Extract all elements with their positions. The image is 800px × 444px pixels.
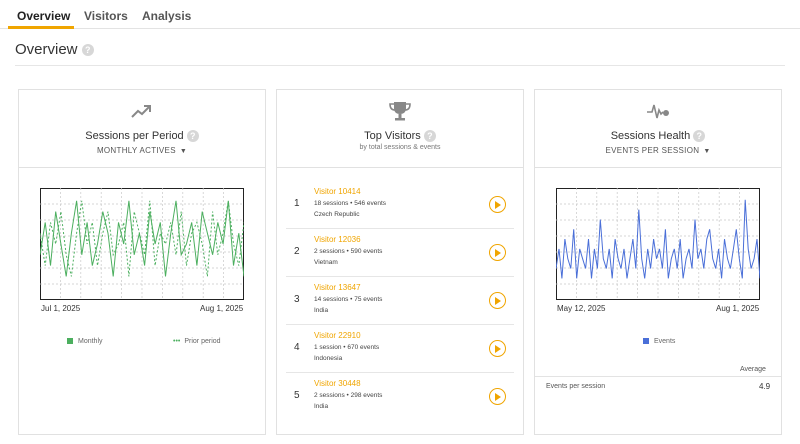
dotted-line-icon: ••• bbox=[173, 338, 181, 345]
legend-label: Events bbox=[654, 338, 676, 345]
help-icon[interactable]: ? bbox=[693, 130, 706, 143]
sessions-card-header: Sessions per Period ? MONTHLY ACTIVES ▼ bbox=[19, 90, 265, 168]
x-axis-end-date: Aug 1, 2025 bbox=[716, 304, 760, 313]
sessions-health-title: Sessions Health ? bbox=[535, 130, 781, 143]
tab-bar: Overview Visitors Analysis bbox=[0, 0, 800, 29]
visitor-row: 1 Visitor 10414 18 sessions • 546 events… bbox=[286, 181, 514, 229]
legend-swatch bbox=[643, 338, 649, 345]
legend-label: Monthly bbox=[78, 338, 103, 345]
visitor-row: 2 Visitor 12036 2 sessions • 590 events … bbox=[286, 229, 514, 277]
trending-up-icon bbox=[131, 105, 151, 118]
active-tab-indicator bbox=[8, 26, 74, 29]
sessions-dropdown[interactable]: MONTHLY ACTIVES ▼ bbox=[19, 146, 265, 155]
help-icon[interactable]: ? bbox=[186, 130, 199, 143]
legend-swatch bbox=[67, 338, 73, 345]
visitor-country: India bbox=[314, 403, 329, 410]
visitor-stats: 1 session • 670 events bbox=[314, 344, 380, 351]
play-icon[interactable] bbox=[489, 196, 506, 213]
top-visitors-title: Top Visitors ? bbox=[277, 130, 523, 143]
legend-item-events: Events bbox=[643, 338, 675, 345]
metric-label: Events per session bbox=[546, 383, 606, 390]
legend-label: Prior period bbox=[184, 338, 221, 345]
sessions-chart bbox=[40, 188, 244, 300]
top-visitors-header: Top Visitors ? by total sessions & event… bbox=[277, 90, 523, 168]
x-axis-start-date: May 12, 2025 bbox=[557, 304, 606, 313]
caret-down-icon: ▼ bbox=[703, 148, 711, 155]
tab-overview[interactable]: Overview bbox=[17, 9, 71, 23]
visitor-name-link[interactable]: Visitor 22910 bbox=[314, 331, 361, 340]
divider bbox=[535, 376, 781, 377]
visitor-row: 4 Visitor 22910 1 session • 670 events I… bbox=[286, 325, 514, 373]
help-icon[interactable]: ? bbox=[423, 130, 436, 143]
visitor-rank: 4 bbox=[294, 342, 300, 353]
sessions-health-title-text: Sessions Health bbox=[610, 130, 691, 142]
metric-value: 4.9 bbox=[759, 382, 771, 391]
visitor-country: Czech Republic bbox=[314, 211, 360, 218]
legend-item-monthly: Monthly bbox=[67, 338, 103, 345]
visitor-country: India bbox=[314, 307, 329, 314]
visitor-country: Indonesia bbox=[314, 355, 343, 362]
visitor-rank: 1 bbox=[294, 198, 300, 209]
top-visitors-subtitle: by total sessions & events bbox=[359, 144, 441, 151]
tab-visitors[interactable]: Visitors bbox=[84, 9, 128, 23]
visitor-stats: 2 sessions • 298 events bbox=[314, 392, 383, 399]
tab-analysis[interactable]: Analysis bbox=[142, 9, 192, 23]
help-icon[interactable]: ? bbox=[81, 44, 94, 57]
series-line-events bbox=[556, 199, 760, 279]
x-axis-start-date: Jul 1, 2025 bbox=[41, 304, 81, 313]
visitor-name-link[interactable]: Visitor 13647 bbox=[314, 283, 361, 292]
sessions-health-header: Sessions Health ? EVENTS PER SESSION ▼ bbox=[535, 90, 781, 168]
health-dropdown[interactable]: EVENTS PER SESSION ▼ bbox=[535, 146, 781, 155]
visitor-rank: 2 bbox=[294, 246, 300, 257]
visitor-name-link[interactable]: Visitor 10414 bbox=[314, 187, 361, 196]
series-line-prior-period bbox=[40, 200, 244, 277]
sessions-health-chart bbox=[556, 188, 760, 300]
play-icon[interactable] bbox=[489, 244, 506, 261]
average-column-header: Average bbox=[740, 366, 766, 373]
top-visitors-card: Top Visitors ? by total sessions & event… bbox=[276, 89, 524, 435]
sessions-card-title: Sessions per Period ? bbox=[19, 130, 265, 143]
sessions-dropdown-label: MONTHLY ACTIVES bbox=[96, 146, 176, 155]
visitor-rank: 3 bbox=[294, 294, 300, 305]
caret-down-icon: ▼ bbox=[179, 148, 188, 155]
trophy-icon bbox=[389, 102, 411, 121]
page-title: Overview ? bbox=[15, 41, 94, 58]
heartbeat-icon bbox=[647, 104, 669, 119]
page-title-text: Overview bbox=[15, 41, 78, 58]
sessions-title-text: Sessions per Period bbox=[85, 130, 184, 142]
visitor-rank: 5 bbox=[294, 390, 300, 401]
visitor-stats: 18 sessions • 546 events bbox=[314, 200, 387, 207]
top-visitors-title-text: Top Visitors bbox=[364, 130, 421, 142]
visitor-stats: 2 sessions • 590 events bbox=[314, 248, 383, 255]
visitor-stats: 14 sessions • 75 events bbox=[314, 296, 383, 303]
divider bbox=[15, 65, 785, 66]
health-dropdown-label: EVENTS PER SESSION bbox=[605, 146, 700, 155]
visitor-name-link[interactable]: Visitor 30448 bbox=[314, 379, 361, 388]
x-axis-end-date: Aug 1, 2025 bbox=[200, 304, 244, 313]
legend-item-prior: ••• Prior period bbox=[173, 338, 221, 345]
visitor-row: 5 Visitor 30448 2 sessions • 298 events … bbox=[286, 373, 514, 421]
visitor-country: Vietnam bbox=[314, 259, 338, 266]
play-icon[interactable] bbox=[489, 388, 506, 405]
play-icon[interactable] bbox=[489, 340, 506, 357]
play-icon[interactable] bbox=[489, 292, 506, 309]
visitor-name-link[interactable]: Visitor 12036 bbox=[314, 235, 361, 244]
visitor-row: 3 Visitor 13647 14 sessions • 75 events … bbox=[286, 277, 514, 325]
